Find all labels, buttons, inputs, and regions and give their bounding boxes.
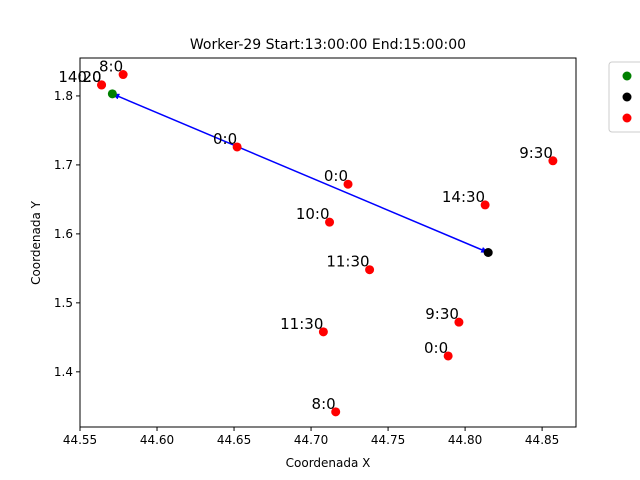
y-tick-label: 1.5 (54, 296, 73, 310)
point-label: 14:30 (442, 188, 485, 206)
start-point (107, 89, 117, 99)
task-point (331, 407, 341, 417)
point-label: 11:30 (326, 253, 369, 271)
task-point (343, 179, 353, 189)
point-label: 0:0 (424, 339, 448, 357)
y-axis: 1.4 1.5 1.6 1.7 1.8 (54, 89, 80, 379)
legend-marker (622, 92, 632, 102)
y-tick-label: 1.8 (54, 89, 73, 103)
task-point (365, 265, 375, 275)
legend-marker (622, 71, 632, 81)
task-point (325, 217, 335, 227)
point-label: 0:0 (324, 167, 348, 185)
task-point (480, 200, 490, 210)
end-point (483, 248, 493, 258)
task-point (97, 80, 107, 90)
y-tick-label: 1.7 (54, 158, 73, 172)
point-label: 8:0 (99, 58, 123, 76)
x-tick-label: 44.55 (63, 433, 97, 447)
y-tick-label: 1.6 (54, 227, 73, 241)
task-point (232, 142, 242, 152)
x-tick-label: 44.75 (371, 433, 405, 447)
point-label: 11:30 (280, 315, 323, 333)
x-tick-label: 44.70 (294, 433, 328, 447)
x-tick-label: 44.85 (525, 433, 559, 447)
plot-frame (79, 57, 577, 428)
x-tick-label: 44.60 (140, 433, 174, 447)
point-label: 9:30 (425, 305, 459, 323)
chart-title: Worker-29 Start:13:00:00 End:15:00:00 (190, 37, 466, 53)
x-tick-label: 44.80 (448, 433, 482, 447)
task-point (454, 317, 464, 327)
plot-area: 8:00:014:200:09:300:014:3010:011:309:301… (58, 58, 558, 417)
task-point (118, 70, 128, 80)
point-label: 0:0 (213, 130, 237, 148)
point-label: 8:0 (312, 395, 336, 413)
legend (608, 61, 640, 133)
x-axis: 44.55 44.60 44.65 44.70 44.75 44.80 44.85 (63, 427, 559, 447)
y-tick-label: 1.4 (54, 365, 73, 379)
y-axis-label: Coordenada Y (29, 200, 43, 285)
legend-marker (622, 113, 632, 123)
x-axis-label: Coordenada X (286, 456, 371, 470)
route-arrow (111, 93, 490, 254)
task-point (548, 156, 558, 166)
point-label: 0:0 (77, 68, 101, 86)
task-point (318, 327, 328, 337)
task-point (443, 351, 453, 361)
point-label: 9:30 (519, 144, 553, 162)
x-tick-label: 44.65 (217, 433, 251, 447)
point-label: 10:0 (296, 205, 330, 223)
